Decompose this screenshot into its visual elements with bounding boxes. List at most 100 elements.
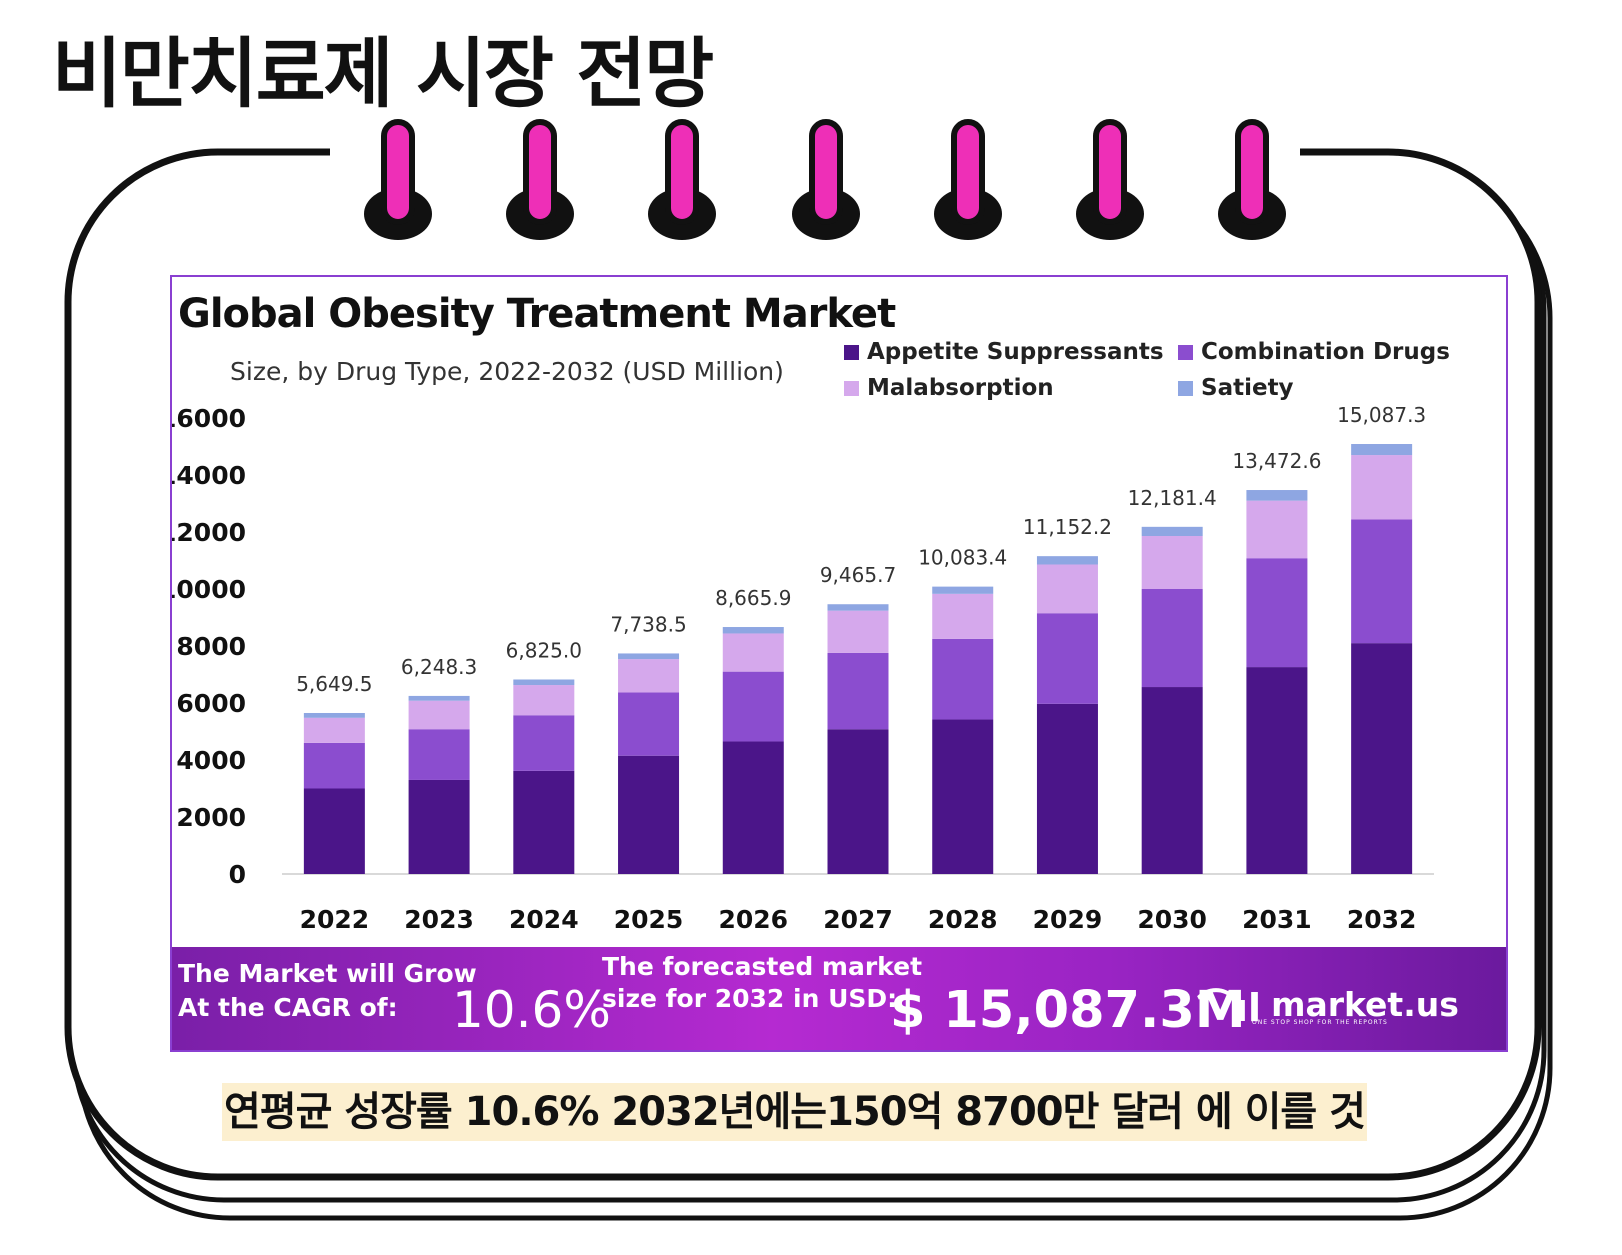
bar-segment-malabsorption bbox=[722, 633, 784, 672]
bar-segment-satiety bbox=[303, 712, 365, 718]
bar-segment-satiety bbox=[1141, 526, 1203, 536]
bar-total-label: 6,248.3 bbox=[401, 655, 477, 679]
bar-segment-satiety bbox=[827, 604, 889, 611]
x-tick-label: 2032 bbox=[1347, 905, 1417, 934]
bar-segment-combination-drugs bbox=[722, 671, 784, 742]
bar-segment-combination-drugs bbox=[1141, 589, 1203, 688]
binder-ring-6 bbox=[1076, 119, 1144, 240]
bar-total-label: 9,465.7 bbox=[820, 563, 896, 587]
x-tick-label: 2027 bbox=[823, 905, 893, 934]
forecast-label: The forecasted market size for 2032 in U… bbox=[602, 952, 923, 1013]
page-title: 비만치료제 시장 전망 bbox=[52, 29, 714, 118]
bar-segment-malabsorption bbox=[1246, 500, 1308, 559]
bar-segment-satiety bbox=[722, 627, 784, 634]
y-tick-label: 4000 bbox=[176, 746, 246, 775]
bar-segment-satiety bbox=[408, 695, 470, 701]
legend-swatch-combination bbox=[1178, 344, 1193, 360]
binder-ring-3 bbox=[648, 119, 716, 240]
legend-swatch-malabsorption bbox=[844, 380, 859, 396]
x-tick-label: 2024 bbox=[509, 905, 579, 934]
legend-item-malabsorption: Malabsorption bbox=[844, 375, 1054, 401]
legend-label: Malabsorption bbox=[867, 375, 1054, 401]
bar-chart: 0 2000 4000 6000 8000 10000 12000 14000 16000 5,6… bbox=[172, 403, 1434, 934]
bar-segment-satiety bbox=[1351, 444, 1413, 456]
binder-rings bbox=[330, 119, 1300, 240]
bar-segment-malabsorption bbox=[618, 659, 680, 693]
bar-segment-appetite-suppressants bbox=[827, 729, 889, 874]
chart-title: Global Obesity Treatment Market bbox=[178, 291, 896, 337]
y-tick-label: 0 bbox=[229, 860, 246, 889]
bar-segment-malabsorption bbox=[1036, 564, 1098, 614]
bar-segment-appetite-suppressants bbox=[513, 770, 575, 874]
bar-segment-appetite-suppressants bbox=[1351, 643, 1413, 874]
bar-total-label: 7,738.5 bbox=[610, 612, 686, 636]
chart-subtitle: Size, by Drug Type, 2022-2032 (USD Milli… bbox=[230, 357, 784, 386]
bar-segment-combination-drugs bbox=[1036, 613, 1098, 704]
bar-segment-combination-drugs bbox=[827, 652, 889, 730]
brand-tagline: ONE STOP SHOP FOR THE REPORTS bbox=[1252, 1019, 1388, 1026]
x-tick-label: 2030 bbox=[1137, 905, 1207, 934]
bar-segment-appetite-suppressants bbox=[618, 755, 680, 874]
summary-caption: 연평균 성장률 10.6% 2032년에는150억 8700만 달러 에 이를 … bbox=[222, 1083, 1367, 1141]
x-tick-label: 2022 bbox=[300, 905, 370, 934]
legend-label: Appetite Suppressants bbox=[867, 339, 1164, 365]
bar-segment-appetite-suppressants bbox=[1246, 667, 1308, 874]
binder-ring-7 bbox=[1218, 119, 1286, 240]
y-tick-label: 14000 bbox=[172, 461, 246, 490]
forecast-value: $ 15,087.3M bbox=[890, 981, 1246, 1040]
summary-banner: The Market will Grow At the CAGR of: 10.… bbox=[172, 947, 1506, 1050]
bar-segment-satiety bbox=[618, 653, 680, 660]
bar-total-label: 5,649.5 bbox=[296, 672, 372, 696]
x-tick-label: 2031 bbox=[1242, 905, 1312, 934]
bar-segment-combination-drugs bbox=[1246, 558, 1308, 668]
binder-ring-5 bbox=[934, 119, 1002, 240]
bar-segment-malabsorption bbox=[513, 685, 575, 716]
bar-segment-combination-drugs bbox=[618, 692, 680, 756]
bar-total-label: 12,181.4 bbox=[1128, 486, 1217, 510]
bar-segment-combination-drugs bbox=[513, 715, 575, 771]
chart-card: Global Obesity Treatment Market Size, by… bbox=[170, 275, 1508, 1052]
x-tick-label: 2028 bbox=[928, 905, 998, 934]
bar-segment-satiety bbox=[932, 586, 994, 594]
legend-label: Combination Drugs bbox=[1201, 339, 1450, 365]
x-tick-label: 2025 bbox=[614, 905, 684, 934]
bar-segment-malabsorption bbox=[303, 717, 365, 743]
binder-ring-2 bbox=[506, 119, 574, 240]
bar-segment-satiety bbox=[1246, 490, 1308, 501]
y-tick-label: 16000 bbox=[172, 404, 246, 433]
bar-segment-satiety bbox=[513, 679, 575, 686]
y-tick-label: 6000 bbox=[176, 689, 246, 718]
bar-total-label: 6,825.0 bbox=[506, 638, 582, 662]
y-tick-label: 10000 bbox=[172, 575, 246, 604]
bar-total-label: 15,087.3 bbox=[1337, 403, 1426, 427]
legend-item-satiety: Satiety bbox=[1178, 375, 1294, 401]
bar-segment-appetite-suppressants bbox=[408, 779, 470, 874]
legend-label: Satiety bbox=[1201, 375, 1294, 401]
bar-segment-appetite-suppressants bbox=[932, 719, 994, 874]
legend-item-appetite-suppressants: Appetite Suppressants bbox=[844, 339, 1164, 365]
y-tick-label: 12000 bbox=[172, 518, 246, 547]
cagr-value: 10.6% bbox=[452, 981, 611, 1039]
legend-swatch-appetite bbox=[844, 344, 859, 360]
bar-total-label: 10,083.4 bbox=[918, 546, 1007, 570]
legend-item-combination-drugs: Combination Drugs bbox=[1178, 339, 1450, 365]
x-tick-label: 2026 bbox=[718, 905, 788, 934]
x-tick-label: 2029 bbox=[1033, 905, 1103, 934]
legend-swatch-satiety bbox=[1178, 380, 1193, 396]
bar-segment-satiety bbox=[1036, 556, 1098, 565]
bar-segment-malabsorption bbox=[1351, 455, 1413, 520]
bar-segment-malabsorption bbox=[827, 610, 889, 653]
binder-ring-4 bbox=[792, 119, 860, 240]
market-us-logo-icon: ⌒ıl bbox=[1197, 986, 1262, 1030]
brand-name: market.us bbox=[1271, 985, 1459, 1024]
bar-segment-malabsorption bbox=[408, 700, 470, 730]
bar-total-label: 11,152.2 bbox=[1023, 515, 1112, 539]
y-tick-label: 2000 bbox=[176, 803, 246, 832]
market-us-logo: ⌒ıl market.us bbox=[1197, 977, 1459, 1032]
cagr-label: The Market will Grow At the CAGR of: bbox=[178, 959, 477, 1022]
bar-segment-combination-drugs bbox=[932, 638, 994, 720]
bar-segment-appetite-suppressants bbox=[303, 788, 365, 874]
bar-segment-combination-drugs bbox=[303, 742, 365, 789]
bar-segment-appetite-suppressants bbox=[722, 741, 784, 874]
bar-segment-combination-drugs bbox=[408, 729, 470, 780]
